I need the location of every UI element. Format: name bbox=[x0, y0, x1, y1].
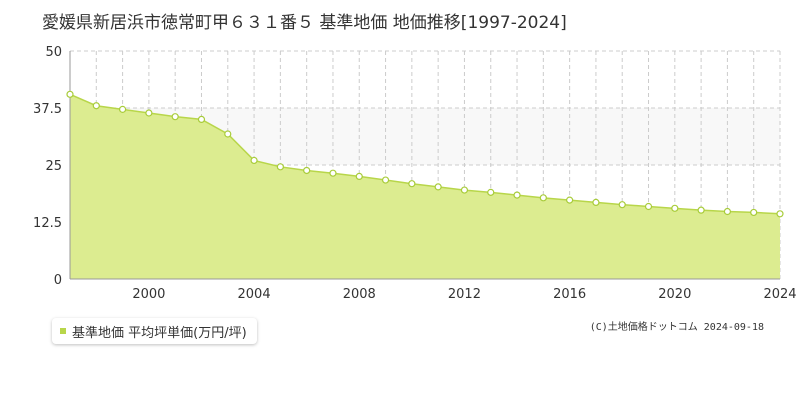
x-tick-label: 2020 bbox=[658, 287, 691, 302]
data-point-2008 bbox=[355, 172, 363, 180]
x-tick-label: 2008 bbox=[343, 287, 376, 302]
chart-axes bbox=[69, 51, 780, 280]
data-point-2002 bbox=[197, 115, 206, 124]
data-point-2012 bbox=[460, 186, 469, 194]
data-point-2015 bbox=[539, 194, 547, 202]
data-point-1997 bbox=[66, 90, 74, 98]
data-point-2020 bbox=[671, 204, 679, 212]
copyright-text: (C)土地価格ドットコム 2024-09-18 bbox=[589, 322, 764, 333]
chart-tick-labels: 0 12.5 25 37.5 50 2000 2004 2008 2012 2016 2020 202… bbox=[33, 45, 797, 302]
data-point-2010 bbox=[408, 180, 416, 188]
chart-title: 愛媛県新居浜市徳常町甲６３１番５ 基準地価 地価推移[1997-2024] bbox=[42, 13, 567, 33]
y-tick-label: 50 bbox=[45, 45, 62, 60]
data-point-2018 bbox=[618, 201, 626, 209]
data-point-2001 bbox=[171, 113, 179, 121]
data-point-2017 bbox=[592, 198, 600, 206]
y-tick-label: 37.5 bbox=[33, 102, 62, 117]
data-point-2021 bbox=[697, 206, 705, 214]
data-point-2005 bbox=[276, 163, 284, 171]
data-point-2006 bbox=[303, 166, 311, 175]
data-point-2011 bbox=[434, 183, 442, 191]
data-point-2023 bbox=[750, 208, 758, 217]
y-tick-label: 12.5 bbox=[33, 216, 62, 231]
series-line bbox=[69, 93, 781, 215]
data-point-2000 bbox=[145, 109, 153, 117]
data-point-2014 bbox=[513, 191, 521, 199]
x-tick-label: 2000 bbox=[132, 287, 165, 302]
data-point-2024 bbox=[776, 210, 784, 218]
data-point-1999 bbox=[118, 105, 127, 113]
chart-markers bbox=[66, 90, 784, 218]
x-tick-label: 2016 bbox=[553, 287, 586, 302]
data-point-2004 bbox=[250, 156, 258, 165]
data-point-2013 bbox=[487, 188, 495, 196]
data-point-2022 bbox=[723, 207, 732, 216]
x-tick-label: 2024 bbox=[763, 287, 796, 302]
legend-label: 基準地価 平均坪単価(万円/坪) bbox=[72, 325, 247, 341]
data-point-2003 bbox=[224, 130, 232, 138]
y-tick-label: 25 bbox=[45, 159, 62, 174]
data-point-1998 bbox=[92, 102, 100, 110]
data-point-2007 bbox=[329, 169, 337, 177]
x-tick-label: 2012 bbox=[448, 287, 481, 302]
y-tick-label: 0 bbox=[54, 273, 62, 288]
chart-series-area bbox=[69, 93, 781, 279]
data-point-2019 bbox=[644, 202, 653, 211]
legend-swatch bbox=[60, 328, 66, 334]
x-tick-label: 2004 bbox=[238, 287, 271, 302]
data-point-2016 bbox=[566, 196, 574, 204]
legend: 基準地価 平均坪単価(万円/坪) bbox=[52, 318, 257, 344]
data-point-2009 bbox=[381, 176, 390, 184]
series-area-fill bbox=[70, 94, 780, 279]
